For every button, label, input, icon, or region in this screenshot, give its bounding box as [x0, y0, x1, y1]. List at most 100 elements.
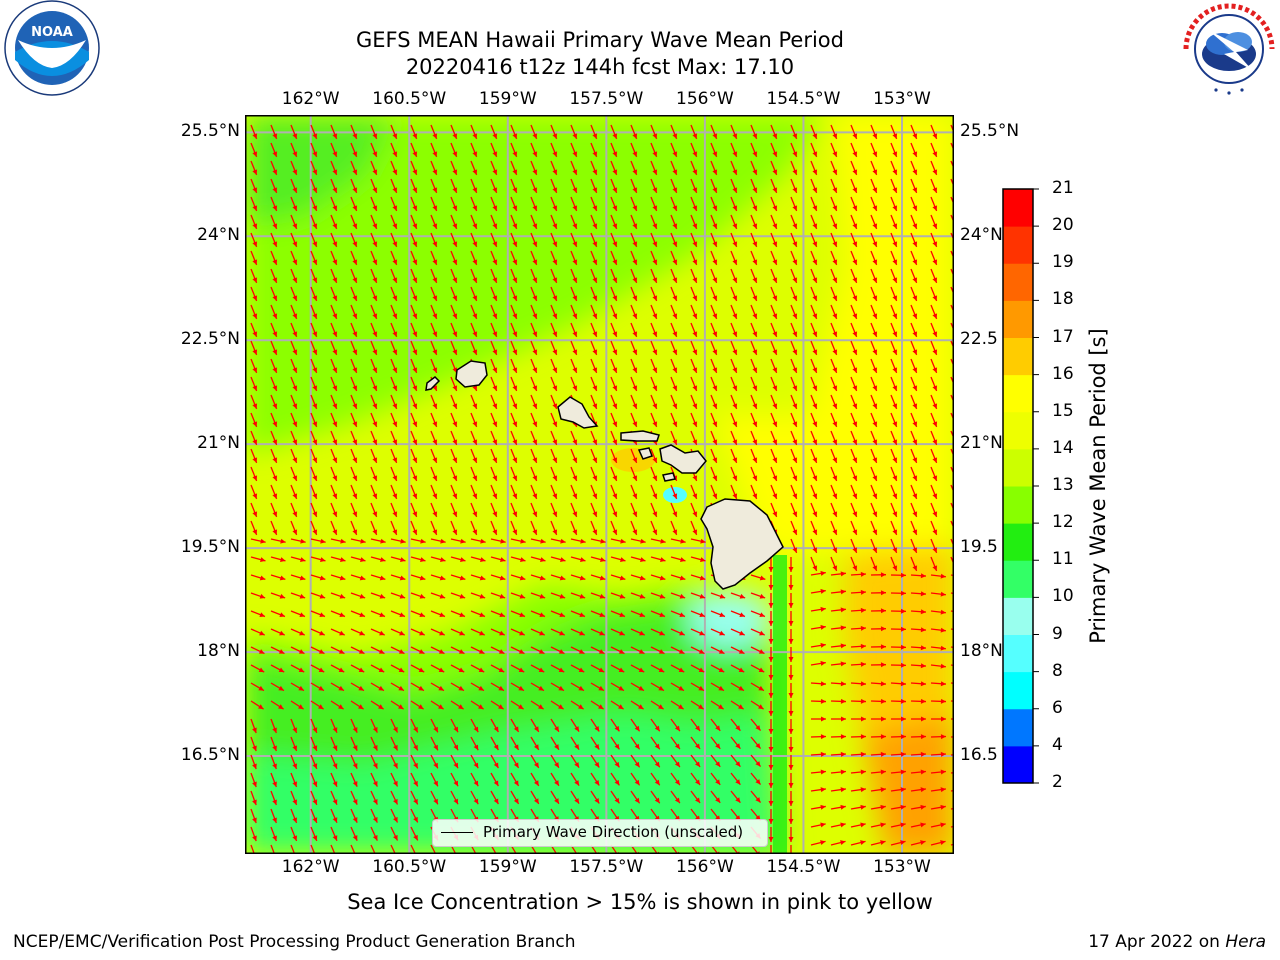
wave-direction-arrowhead	[932, 295, 938, 301]
wave-direction-arrowhead	[433, 726, 438, 733]
wave-direction-arrowhead	[312, 367, 318, 373]
wave-direction-arrowhead	[332, 223, 338, 229]
wave-direction-arrowhead	[472, 457, 478, 463]
wave-direction-arrowhead	[392, 349, 398, 355]
wave-direction-arrowhead	[880, 787, 886, 793]
wave-direction-arrowhead	[592, 529, 598, 535]
wave-direction-arrowhead	[320, 538, 326, 544]
wave-direction-arrowhead	[532, 331, 538, 337]
wave-direction-arrowhead	[572, 277, 578, 283]
wave-direction-arrowhead	[432, 367, 438, 373]
wave-direction-arrowhead	[672, 205, 678, 211]
wave-direction-arrowhead	[860, 607, 866, 613]
wave-direction-arrowhead	[572, 313, 578, 319]
wave-direction-arrowhead	[512, 511, 518, 517]
wave-direction-arrowhead	[393, 762, 398, 769]
wave-direction-arrowhead	[319, 612, 325, 617]
wave-direction-arrowhead	[832, 133, 838, 139]
wave-direction-arrowhead	[920, 627, 926, 633]
wave-direction-arrowhead	[792, 151, 798, 157]
wave-direction-arrowhead	[932, 421, 938, 427]
wave-direction-arrowhead	[399, 612, 405, 617]
wave-direction-arrowhead	[393, 834, 398, 841]
wave-direction-arrowhead	[312, 331, 318, 337]
wave-direction-arrowhead	[792, 205, 798, 211]
wave-direction-arrowhead	[352, 259, 358, 265]
wave-direction-arrowhead	[712, 241, 718, 247]
wave-direction-arrow	[490, 844, 497, 854]
wave-direction-arrowhead	[594, 725, 600, 732]
wave-direction-arrowhead	[578, 667, 585, 673]
wave-direction-arrowhead	[752, 277, 758, 283]
noaa-logo: NOAA	[4, 0, 100, 96]
wave-direction-arrowhead	[432, 133, 438, 139]
wave-direction-arrowhead	[292, 187, 298, 193]
colorbar-segment	[1003, 189, 1033, 227]
wave-direction-arrowhead	[459, 575, 466, 581]
wave-direction-arrowhead	[715, 743, 721, 749]
wave-direction-arrowhead	[852, 511, 858, 517]
wave-direction-arrowhead	[772, 169, 778, 175]
wave-direction-arrowhead	[272, 313, 278, 319]
wave-direction-arrowhead	[572, 169, 578, 175]
wave-direction-arrowhead	[768, 819, 774, 824]
wave-direction-arrowhead	[392, 223, 398, 229]
wave-direction-arrowhead	[532, 349, 538, 355]
wave-direction-arrowhead	[732, 241, 738, 247]
wave-direction-arrowhead	[498, 704, 504, 710]
wave-direction-arrowhead	[912, 133, 918, 139]
wave-direction-arrowhead	[739, 593, 746, 599]
wave-direction-arrowhead	[413, 798, 418, 805]
wave-direction-arrowhead	[940, 663, 946, 669]
wave-direction-arrowhead	[932, 349, 938, 355]
colorbar-segment	[1003, 671, 1033, 710]
wave-direction-arrowhead	[820, 624, 826, 630]
wave-direction-arrowhead	[252, 745, 257, 752]
wave-direction-arrowhead	[632, 187, 638, 193]
wave-direction-arrowhead	[698, 685, 704, 691]
wave-direction-arrowhead	[672, 493, 678, 499]
colorbar-tick-label: 14	[1052, 437, 1074, 458]
wave-direction-arrowhead	[940, 804, 946, 810]
wave-direction-arrowhead	[272, 763, 277, 770]
wave-direction-arrowhead	[298, 667, 305, 673]
wave-direction-arrowhead	[692, 511, 698, 517]
legend-line-swatch	[441, 832, 473, 833]
wave-direction-arrowhead	[272, 295, 278, 301]
wave-direction-arrowhead	[339, 630, 345, 636]
wave-direction-arrowhead	[912, 169, 918, 175]
wave-direction-arrowhead	[392, 385, 398, 391]
wave-direction-arrowhead	[433, 780, 438, 787]
wave-direction-arrowhead	[372, 367, 378, 373]
wave-direction-arrowhead	[552, 259, 558, 265]
wave-direction-arrowhead	[332, 763, 338, 769]
wave-direction-arrowhead	[812, 259, 818, 265]
wave-direction-arrow	[470, 844, 477, 854]
wave-direction-arrowhead	[440, 538, 446, 544]
wave-direction-arrowhead	[272, 727, 277, 734]
wave-direction-arrowhead	[412, 349, 418, 355]
wave-direction-arrowhead	[579, 575, 586, 581]
wave-direction-arrowhead	[872, 511, 878, 517]
wave-direction-arrowhead	[472, 385, 478, 391]
wave-direction-arrowhead	[872, 295, 878, 301]
wave-direction-arrowhead	[612, 385, 618, 391]
wave-direction-arrowhead	[900, 751, 906, 757]
wave-direction-arrowhead	[392, 367, 398, 373]
wave-direction-arrowhead	[432, 259, 438, 265]
wave-direction-arrowhead	[352, 727, 358, 733]
wave-direction-arrowhead	[732, 187, 738, 193]
wave-direction-arrowhead	[339, 575, 346, 581]
wave-direction-arrowhead	[473, 780, 479, 787]
wave-direction-arrowhead	[672, 511, 678, 517]
wave-direction-arrowhead	[900, 644, 906, 650]
wave-direction-arrowhead	[652, 151, 658, 157]
lat-tick-label-left: 24°N	[197, 225, 240, 246]
wave-direction-arrowhead	[672, 151, 678, 157]
wave-direction-arrowhead	[558, 649, 565, 654]
wave-direction-arrowhead	[912, 439, 918, 445]
wave-direction-arrowhead	[319, 593, 326, 599]
wave-direction-arrowhead	[872, 259, 878, 265]
lat-tick-label-left: 19.5°N	[180, 537, 240, 558]
wave-direction-arrowhead	[872, 421, 878, 427]
